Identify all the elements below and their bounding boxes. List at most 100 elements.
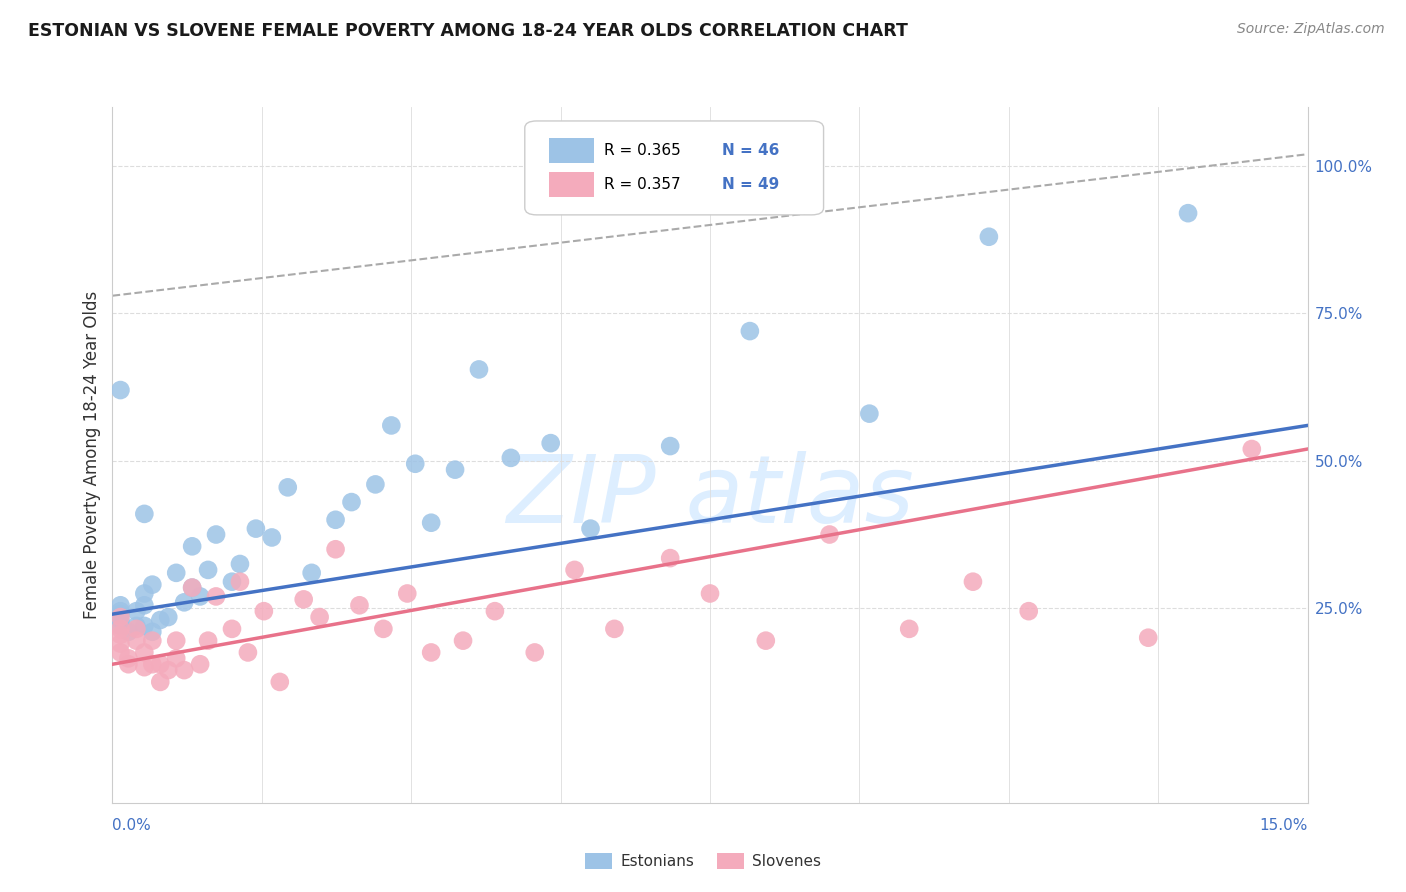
Point — [1240, 442, 1263, 456]
Point — [110, 645, 132, 659]
Point — [292, 592, 315, 607]
Point — [197, 563, 219, 577]
Point — [229, 557, 252, 571]
Point — [173, 595, 195, 609]
Point — [141, 624, 163, 639]
Point — [523, 645, 546, 659]
Point — [404, 457, 426, 471]
Point — [420, 516, 443, 530]
Point — [205, 527, 228, 541]
Point — [420, 645, 443, 659]
Point — [134, 586, 156, 600]
Point — [269, 674, 291, 689]
Bar — [548, 137, 595, 162]
Point — [738, 324, 761, 338]
Text: 0.0%: 0.0% — [112, 818, 152, 832]
Point — [125, 633, 148, 648]
Text: 15.0%: 15.0% — [1260, 818, 1308, 832]
Point — [134, 507, 156, 521]
Point — [149, 657, 172, 672]
Point — [221, 574, 243, 589]
Point — [110, 622, 132, 636]
Point — [117, 657, 139, 672]
Text: N = 49: N = 49 — [723, 178, 779, 193]
Point — [818, 527, 841, 541]
Point — [898, 622, 921, 636]
Point — [579, 522, 602, 536]
Legend: Estonians, Slovenes: Estonians, Slovenes — [579, 847, 827, 875]
Point — [236, 645, 259, 659]
Point — [380, 418, 402, 433]
Text: R = 0.365: R = 0.365 — [603, 143, 681, 158]
Point — [110, 628, 132, 642]
Y-axis label: Female Poverty Among 18-24 Year Olds: Female Poverty Among 18-24 Year Olds — [83, 291, 101, 619]
Point — [125, 619, 148, 633]
Point — [141, 577, 163, 591]
Point — [699, 586, 721, 600]
Point — [188, 657, 211, 672]
Point — [117, 624, 139, 639]
Point — [962, 574, 984, 589]
Point — [977, 229, 1000, 244]
Point — [181, 581, 204, 595]
Text: ZIP atlas: ZIP atlas — [506, 451, 914, 542]
Point — [173, 663, 195, 677]
Point — [205, 590, 228, 604]
Point — [157, 610, 180, 624]
Point — [1137, 631, 1160, 645]
Point — [373, 622, 395, 636]
Point — [110, 619, 132, 633]
Point — [301, 566, 323, 580]
Point — [349, 599, 371, 613]
Point — [110, 604, 132, 618]
Point — [253, 604, 276, 618]
Point — [229, 574, 252, 589]
Point — [134, 619, 156, 633]
Point — [149, 613, 172, 627]
Point — [110, 383, 132, 397]
Point — [364, 477, 387, 491]
Point — [141, 657, 163, 672]
Text: ESTONIAN VS SLOVENE FEMALE POVERTY AMONG 18-24 YEAR OLDS CORRELATION CHART: ESTONIAN VS SLOVENE FEMALE POVERTY AMONG… — [28, 22, 908, 40]
Point — [245, 522, 267, 536]
Point — [134, 660, 156, 674]
Point — [181, 581, 204, 595]
FancyBboxPatch shape — [524, 121, 824, 215]
Point — [181, 539, 204, 553]
Point — [659, 439, 682, 453]
Point — [110, 613, 132, 627]
Point — [484, 604, 506, 618]
Point — [125, 604, 148, 618]
Point — [755, 633, 778, 648]
Point — [149, 674, 172, 689]
Point — [125, 622, 148, 636]
Point — [277, 480, 299, 494]
Point — [659, 551, 682, 566]
Point — [134, 599, 156, 613]
Point — [325, 513, 347, 527]
Point — [451, 633, 474, 648]
Text: Source: ZipAtlas.com: Source: ZipAtlas.com — [1237, 22, 1385, 37]
Point — [1177, 206, 1199, 220]
Point — [110, 610, 132, 624]
Point — [221, 622, 243, 636]
Point — [157, 663, 180, 677]
Point — [468, 362, 491, 376]
Point — [165, 633, 187, 648]
Point — [141, 633, 163, 648]
Point — [110, 637, 132, 651]
Point — [858, 407, 880, 421]
Point — [165, 566, 187, 580]
Point — [188, 590, 211, 604]
Point — [564, 563, 586, 577]
Point — [444, 463, 467, 477]
Point — [134, 645, 156, 659]
Point — [603, 622, 626, 636]
Bar — [548, 172, 595, 197]
Point — [499, 450, 522, 465]
Point — [1018, 604, 1040, 618]
Point — [340, 495, 363, 509]
Point — [396, 586, 419, 600]
Point — [260, 531, 283, 545]
Point — [117, 651, 139, 665]
